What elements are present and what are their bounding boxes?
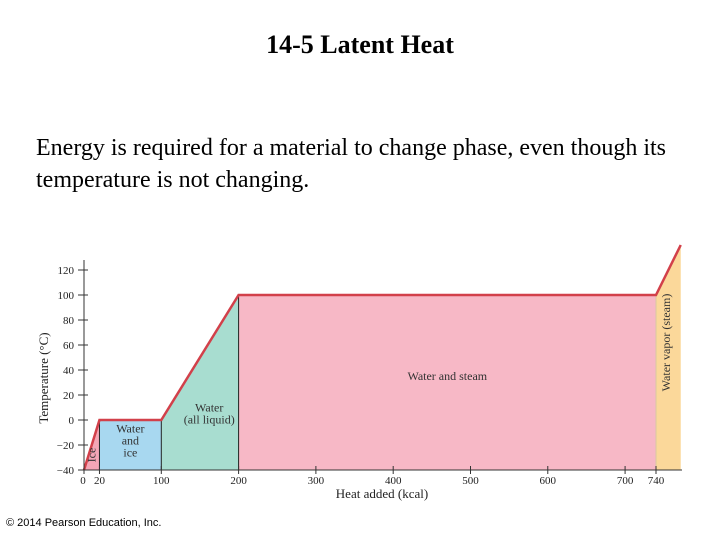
region-label-water-and-ice: and (122, 434, 139, 448)
y-tick-label: −40 (57, 465, 75, 477)
x-tick-label: 400 (385, 475, 402, 487)
y-tick-label: 60 (63, 340, 75, 352)
y-tick-label: −20 (57, 440, 75, 452)
copyright-notice: © 2014 Pearson Education, Inc. (6, 517, 162, 529)
y-tick-label: 120 (58, 265, 75, 277)
x-axis-title: Heat added (kcal) (336, 486, 428, 501)
y-tick-label: 80 (63, 315, 75, 327)
x-tick-label: 200 (230, 475, 247, 487)
x-tick-label: 300 (308, 475, 325, 487)
region-water (161, 295, 239, 470)
x-tick-label: 740 (648, 475, 665, 487)
slide-title: 14-5 Latent Heat (266, 30, 454, 59)
y-tick-label: 0 (69, 415, 75, 427)
region-water-and-ice (99, 420, 162, 470)
x-tick-label: 600 (540, 475, 557, 487)
region-label-water-and-ice: Water (116, 422, 144, 436)
x-tick-label: 0 (80, 475, 86, 487)
heating-curve (82, 244, 682, 471)
y-tick-label: 20 (63, 390, 75, 402)
region-label-water-and-steam: Water and steam (407, 369, 487, 383)
phase-regions (84, 245, 681, 470)
region-water-vapor (656, 245, 681, 470)
region-label-water-and-ice: ice (123, 446, 137, 460)
region-label-water: (all liquid) (184, 412, 235, 426)
heating-curve-line (82, 244, 682, 471)
x-tick-label: 500 (462, 475, 479, 487)
region-label-water-vapor: Water vapor (steam) (659, 294, 673, 392)
slide-body-text: Energy is required for a material to cha… (36, 135, 667, 193)
y-tick-label: 40 (63, 365, 75, 377)
region-water-and-steam (238, 295, 656, 470)
region-label-ice: Ice (85, 448, 99, 463)
y-axis-title: Temperature (°C) (36, 332, 51, 423)
region-label-water: Water (195, 400, 223, 414)
x-tick-label: 20 (94, 475, 106, 487)
x-tick-label: 700 (617, 475, 634, 487)
chart-axes: −40 −20 0 20 40 60 80 100 120 0 20 100 200 300 400 500 6… (36, 260, 682, 501)
y-tick-label: 100 (58, 290, 75, 302)
x-tick-label: 100 (153, 475, 170, 487)
